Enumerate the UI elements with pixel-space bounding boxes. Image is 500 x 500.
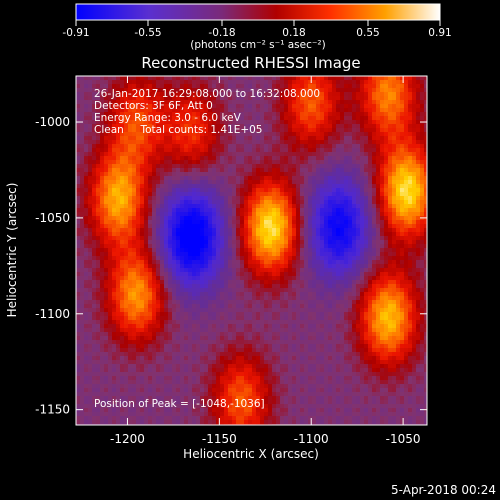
y-tick-label: -1150: [35, 403, 70, 417]
colorbar-tick-label: 0.18: [282, 27, 305, 39]
x-tick-label: -1200: [110, 432, 145, 446]
colorbar-ticks: -0.91 -0.55 -0.18 0.18 0.55 0.91: [62, 20, 452, 39]
colorbar: [75, 3, 441, 21]
colorbar-unit-label: (photons cm⁻² s⁻¹ asec⁻²): [190, 39, 325, 51]
x-tick-label: -1050: [386, 432, 421, 446]
colorbar-tick-label: 0.55: [356, 27, 379, 39]
annotation-energy: Energy Range: 3.0 - 6.0 keV: [94, 112, 242, 124]
y-tick-label: -1050: [35, 211, 70, 225]
annotation-detectors: Detectors: 3F 6F, Att 0: [94, 100, 213, 112]
colorbar-tick-label: -0.55: [134, 27, 161, 39]
x-tick-label: -1150: [202, 432, 237, 446]
annotation-time: 26-Jan-2017 16:29:08.000 to 16:32:08.000: [94, 88, 320, 100]
x-axis-ticks: -1200 -1150 -1100 -1050: [110, 76, 421, 446]
y-tick-label: -1100: [35, 307, 70, 321]
y-axis-ticks: -1000 -1050 -1100 -1150: [35, 115, 427, 417]
x-axis-label: Heliocentric X (arcsec): [183, 447, 319, 461]
heatmap-image: [76, 76, 427, 425]
colorbar-tick-label: -0.91: [62, 27, 89, 39]
plot-frame: [75, 75, 428, 426]
chart-title: Reconstructed RHESSI Image: [141, 54, 360, 72]
annotation-block: 26-Jan-2017 16:29:08.000 to 16:32:08.000…: [94, 88, 320, 136]
x-tick-label: -1100: [294, 432, 329, 446]
colorbar-tick-label: -0.18: [208, 27, 235, 39]
y-tick-label: -1000: [35, 115, 70, 129]
annotation-clean: Clean Total counts: 1.41E+05: [94, 124, 263, 136]
peak-position-label: Position of Peak = [-1048,-1036]: [94, 398, 265, 410]
footer-date: 5-Apr-2018 00:24: [391, 483, 496, 497]
colorbar-tick-label: 0.91: [428, 27, 451, 39]
y-axis-label: Heliocentric Y (arcsec): [5, 183, 19, 318]
